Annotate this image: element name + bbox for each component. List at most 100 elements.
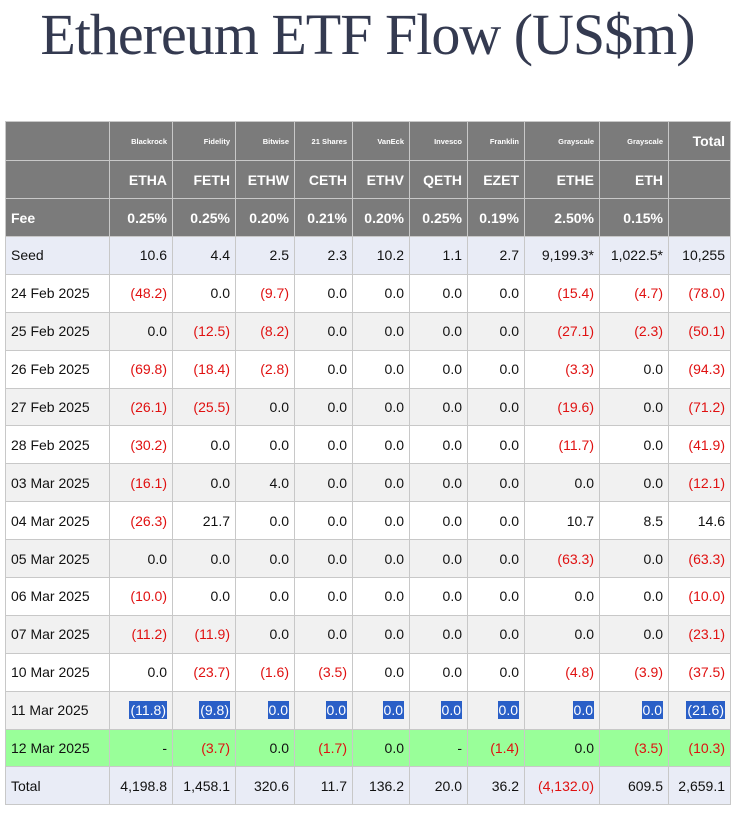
flow-value: (3.5) [318, 664, 347, 681]
flow-value: 0.0 [325, 701, 347, 720]
flow-value: 0.0 [499, 512, 519, 529]
ticker-header-row: ETHA FETH ETHW CETH ETHV QETH EZET ETHE … [5, 160, 731, 199]
flow-cell: 10.7 [524, 501, 600, 541]
flow-cell: 21.7 [172, 501, 236, 541]
flow-cell: 0.0 [352, 501, 410, 541]
flow-value: (1.4) [490, 740, 519, 757]
flow-value: 0.0 [147, 550, 167, 567]
flow-value: 10.2 [376, 247, 404, 264]
flow-value: 1,458.1 [183, 777, 230, 794]
flow-value: 0.0 [327, 474, 347, 491]
flow-value: - [162, 740, 167, 757]
flow-value: 0.0 [499, 550, 519, 567]
flow-cell: 0.0 [235, 387, 295, 427]
fee-header: 0.15% [599, 198, 669, 237]
flow-value: (1.6) [260, 664, 289, 681]
flow-value: 0.0 [643, 588, 663, 605]
flow-value: 0.0 [147, 323, 167, 340]
flow-cell: 0.0 [294, 463, 353, 503]
flow-value: 2.7 [499, 247, 519, 264]
flow-cell: 0.0 [599, 539, 669, 579]
flow-cell: (26.1) [109, 387, 173, 427]
flow-cell: 0.0 [467, 652, 525, 692]
flow-cell: 0.0 [409, 614, 468, 654]
flow-cell: 0.0 [109, 539, 173, 579]
flow-value: 0.0 [499, 664, 519, 681]
flow-value: (4.7) [634, 285, 663, 302]
flow-value: (71.2) [688, 399, 725, 415]
flow-value: (9.7) [260, 285, 289, 302]
flow-value: 0.0 [384, 399, 404, 415]
flow-cell: 0.0 [599, 690, 669, 730]
flow-value: 0.0 [327, 285, 347, 302]
flow-cell: 0.0 [172, 273, 236, 313]
ticker-header: EZET [467, 160, 525, 199]
flow-cell: - [409, 728, 468, 768]
flow-value: (26.3) [130, 512, 167, 529]
flow-cell: 0.0 [294, 577, 353, 616]
flow-cell: 0.0 [294, 501, 353, 541]
flow-value: 0.0 [327, 588, 347, 605]
flow-cell: 4,198.8 [109, 766, 173, 806]
flow-value: (10.0) [130, 588, 167, 605]
flow-cell: 0.0 [409, 501, 468, 541]
flow-value: 0.0 [442, 474, 462, 491]
fee-header: 0.25% [409, 198, 468, 237]
flow-value: 0.0 [442, 323, 462, 340]
flow-value: (26.1) [130, 399, 167, 415]
flow-value: (27.1) [557, 323, 594, 340]
issuer-header: 21 Shares [294, 121, 353, 161]
flow-cell: 0.0 [235, 690, 295, 730]
flow-value: 0.0 [442, 285, 462, 302]
flow-cell: 0.0 [467, 349, 525, 389]
flow-value: 0.0 [499, 588, 519, 605]
row-total-cell: (41.9) [668, 425, 731, 465]
table-row: 07 Mar 2025 (11.2) (11.9) 0.0 0.0 0.0 0.0 0.0 0.… [5, 614, 731, 654]
flow-cell: 0.0 [294, 425, 353, 465]
flow-cell: 4.0 [235, 463, 295, 503]
flow-cell: 1.1 [409, 236, 468, 275]
fee-header: 0.19% [467, 198, 525, 237]
flow-value: 0.0 [269, 399, 289, 415]
flow-cell: 0.0 [467, 539, 525, 579]
flow-cell: (1.4) [467, 728, 525, 768]
flow-value: (30.2) [130, 436, 167, 453]
flow-value: 0.0 [643, 399, 663, 415]
flow-cell: (9.7) [235, 273, 295, 313]
row-total-cell: (50.1) [668, 311, 731, 351]
flow-value: 2.3 [327, 247, 347, 264]
row-label: 27 Feb 2025 [5, 387, 110, 427]
table-row: 12 Mar 2025 - (3.7) 0.0 (1.7) 0.0 - (1.4) 0.0 (3.… [5, 728, 731, 768]
table-row: 04 Mar 2025 (26.3) 21.7 0.0 0.0 0.0 0.0 0.0 10.7… [5, 501, 731, 541]
flow-value: 1,022.5* [610, 247, 663, 264]
row-label: 10 Mar 2025 [5, 652, 110, 692]
flow-cell: 0.0 [235, 577, 295, 616]
flow-value: 0.0 [499, 436, 519, 453]
flow-value: 136.2 [368, 777, 404, 794]
flow-value: 0.0 [269, 436, 289, 453]
flow-value: 0.0 [442, 399, 462, 415]
flow-cell: (3.7) [172, 728, 236, 768]
flow-value: 9,199.3* [541, 247, 594, 264]
flow-cell: (4.8) [524, 652, 600, 692]
flow-cell: 0.0 [109, 311, 173, 351]
flow-cell: 0.0 [352, 652, 410, 692]
fee-header: 0.21% [294, 198, 353, 237]
flow-cell: 1,022.5* [599, 236, 669, 275]
ticker-header: ETHE [524, 160, 600, 199]
flow-cell: - [109, 728, 173, 768]
empty-header-cell [668, 160, 731, 199]
flow-cell: (48.2) [109, 273, 173, 313]
flow-value: (3.3) [565, 361, 594, 378]
fee-header: 2.50% [524, 198, 600, 237]
row-total-cell: (63.3) [668, 539, 731, 579]
flow-cell: (19.6) [524, 387, 600, 427]
flow-value: 0.0 [643, 626, 663, 643]
fee-header-row: Fee 0.25% 0.25% 0.20% 0.21% 0.20% 0.25% … [5, 198, 731, 237]
flow-value: 0.0 [442, 512, 462, 529]
flow-cell: 0.0 [294, 690, 353, 730]
flow-value: (94.3) [688, 361, 725, 378]
flow-cell: 0.0 [409, 690, 468, 730]
issuer-header: Fidelity [172, 121, 236, 161]
row-total-cell: (78.0) [668, 273, 731, 313]
